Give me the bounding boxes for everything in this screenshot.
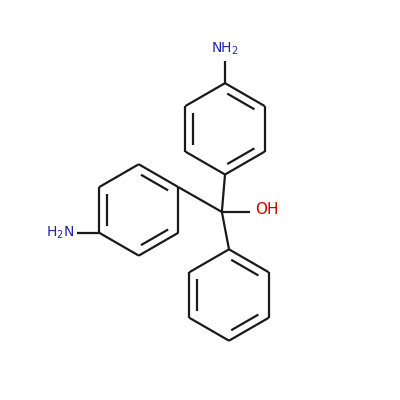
Text: NH$_2$: NH$_2$ [211,40,239,56]
Text: OH: OH [255,202,279,218]
Text: H$_2$N: H$_2$N [46,224,74,241]
